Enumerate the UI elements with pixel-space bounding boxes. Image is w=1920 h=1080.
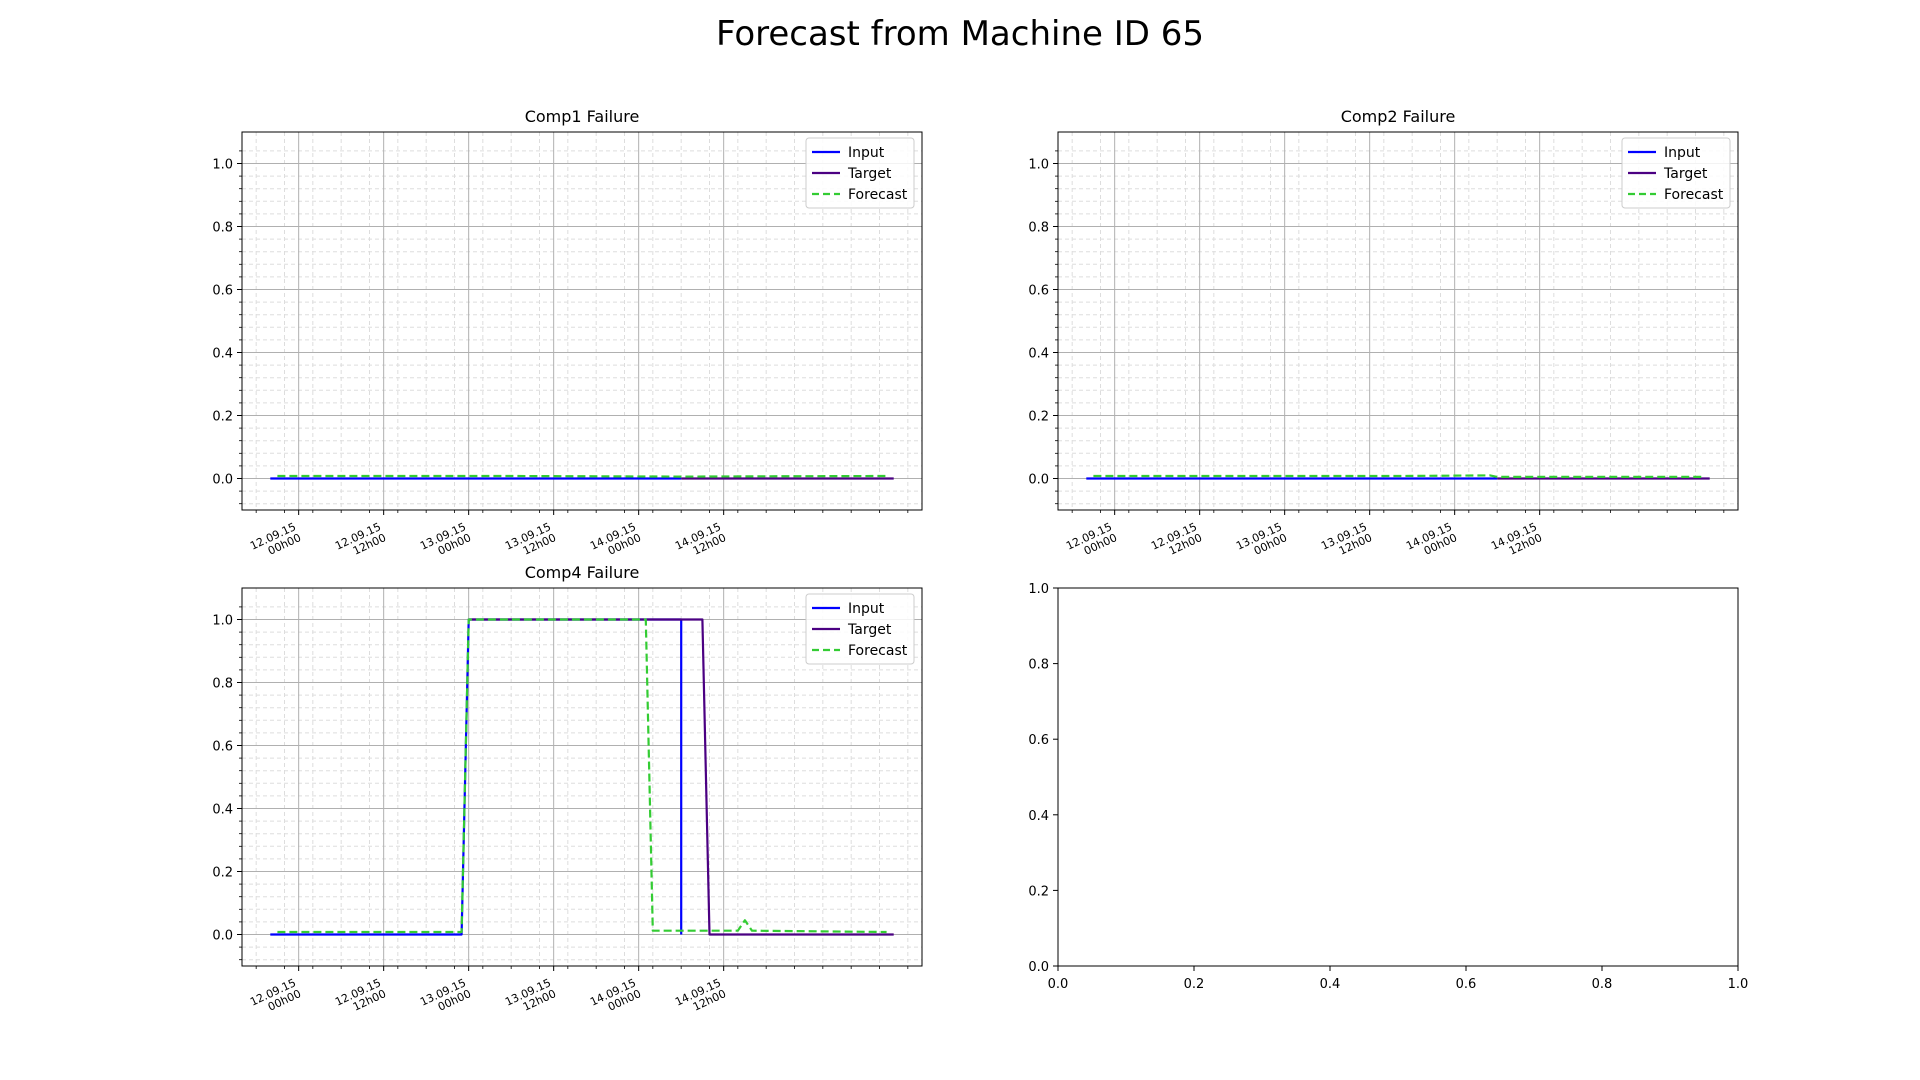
legend-label: Forecast xyxy=(1664,187,1724,203)
chart-comp4: Comp4 Failure 0.0 0.2 0.4 0.6 0.8 1.0 12.09.150… xyxy=(212,563,923,1014)
series-line-forecast xyxy=(1093,474,1703,478)
y-tick-label: 0.4 xyxy=(1028,809,1049,824)
axes-frame xyxy=(1057,131,1739,511)
series-line-input xyxy=(270,618,683,936)
legend-label: Input xyxy=(848,145,885,161)
legend-label: Forecast xyxy=(848,187,908,203)
y-tick-label: 0.0 xyxy=(1028,473,1049,488)
series-line-forecast xyxy=(277,618,887,934)
y-tick-label: 0.8 xyxy=(212,677,233,692)
y-tick-label: 0.6 xyxy=(212,740,233,755)
legend-box xyxy=(805,593,915,665)
y-tick-label: 0.4 xyxy=(212,803,233,818)
x-tick-label: 0.4 xyxy=(1320,977,1341,992)
figure-title: Forecast from Machine ID 65 xyxy=(715,14,1205,54)
y-tick-label: 1.0 xyxy=(212,158,233,173)
y-tick-label: 0.8 xyxy=(1028,658,1049,673)
axes-frame xyxy=(241,131,923,511)
x-tick-label: 0.2 xyxy=(1184,977,1205,992)
series-line-forecast xyxy=(277,474,887,478)
y-tick-label: 0.2 xyxy=(1028,410,1049,425)
y-tick-label: 0.2 xyxy=(1028,884,1049,899)
legend-label: Target xyxy=(847,622,892,638)
legend-box xyxy=(1621,137,1731,209)
y-tick-label: 0.6 xyxy=(1028,733,1049,748)
y-tick-label: 0.6 xyxy=(1028,284,1049,299)
y-tick-label: 0.0 xyxy=(212,473,233,488)
y-tick-label: 0.4 xyxy=(212,347,233,362)
x-tick-label: 0.0 xyxy=(1048,977,1069,992)
axes-frame xyxy=(1057,587,1739,967)
y-tick-label: 1.0 xyxy=(212,614,233,629)
y-tick-label: 0.0 xyxy=(212,929,233,944)
chart-comp2: Comp2 Failure 0.0 0.2 0.4 0.6 0.8 1.0 12.09.150… xyxy=(1028,107,1739,558)
legend-label: Forecast xyxy=(848,643,908,659)
x-tick-label: 0.6 xyxy=(1456,977,1477,992)
chart-comp1: Comp1 Failure 0.0 0.2 0.4 0.6 0.8 1.0 12.09.150… xyxy=(212,107,923,558)
subplot-title: Comp1 Failure xyxy=(525,107,640,126)
legend-label: Target xyxy=(847,166,892,182)
legend-box xyxy=(805,137,915,209)
legend-label: Input xyxy=(1664,145,1701,161)
x-tick-label: 1.0 xyxy=(1728,977,1749,992)
legend-label: Input xyxy=(848,601,885,617)
y-tick-label: 1.0 xyxy=(1028,158,1049,173)
y-tick-label: 0.4 xyxy=(1028,347,1049,362)
chart-empty: 0.0 0.2 0.4 0.6 0.8 1.0 0.0 0.2 0.4 0.6 0.8 1.0 xyxy=(1028,582,1748,992)
subplot-title: Comp2 Failure xyxy=(1341,107,1456,126)
y-tick-label: 0.8 xyxy=(1028,221,1049,236)
x-tick-label: 0.8 xyxy=(1592,977,1613,992)
y-tick-label: 0.2 xyxy=(212,866,233,881)
y-tick-label: 0.2 xyxy=(212,410,233,425)
y-tick-label: 0.8 xyxy=(212,221,233,236)
y-tick-label: 0.0 xyxy=(1028,960,1049,975)
subplot-title: Comp4 Failure xyxy=(525,563,640,582)
legend-label: Target xyxy=(1663,166,1708,182)
y-tick-label: 1.0 xyxy=(1028,582,1049,597)
axes-frame xyxy=(241,587,923,967)
y-tick-label: 0.6 xyxy=(212,284,233,299)
